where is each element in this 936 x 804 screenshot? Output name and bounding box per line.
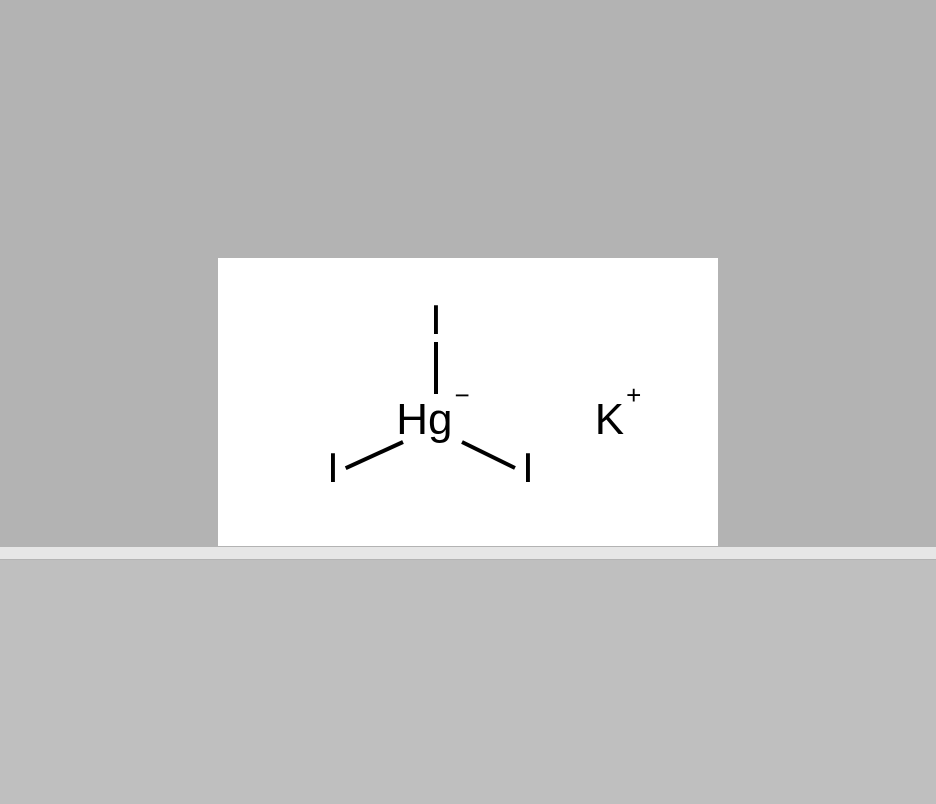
bond-hg-i-top [434, 342, 438, 394]
atom-k-charge: + [626, 382, 641, 408]
background-lower [0, 560, 936, 804]
atom-i-right: I [522, 447, 534, 489]
bond-hg-i-right [461, 440, 516, 470]
page-root: Hg− I I I K+ [0, 0, 936, 804]
atom-k-label: K [595, 395, 624, 444]
structure-canvas: Hg− I I I K+ [218, 258, 718, 546]
bond-hg-i-left [345, 440, 404, 470]
atom-i-right-label: I [522, 444, 534, 491]
atom-i-left: I [327, 447, 339, 489]
atom-i-top-label: I [430, 296, 442, 343]
atom-i-left-label: I [327, 444, 339, 491]
atom-hg-charge: − [455, 382, 470, 408]
atom-hg: Hg− [396, 398, 469, 442]
atom-i-top: I [430, 299, 442, 341]
atom-k: K+ [595, 398, 642, 442]
horizontal-divider [0, 546, 936, 560]
atom-hg-label: Hg [396, 395, 452, 444]
